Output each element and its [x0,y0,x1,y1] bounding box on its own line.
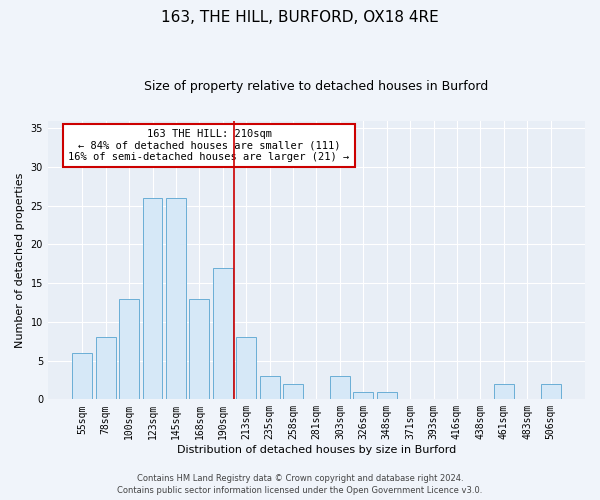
Bar [73,353,92,400]
Bar [353,392,373,400]
Bar [283,384,303,400]
Bar [96,338,116,400]
Bar [166,198,186,400]
Bar [541,384,560,400]
Bar [494,384,514,400]
Bar [260,376,280,400]
Y-axis label: Number of detached properties: Number of detached properties [15,172,25,348]
Bar [236,338,256,400]
Text: 163 THE HILL: 210sqm
← 84% of detached houses are smaller (111)
16% of semi-deta: 163 THE HILL: 210sqm ← 84% of detached h… [68,129,350,162]
Bar [119,298,139,400]
Bar [190,298,209,400]
Bar [213,268,233,400]
Bar [377,392,397,400]
Text: 163, THE HILL, BURFORD, OX18 4RE: 163, THE HILL, BURFORD, OX18 4RE [161,10,439,25]
X-axis label: Distribution of detached houses by size in Burford: Distribution of detached houses by size … [177,445,456,455]
Title: Size of property relative to detached houses in Burford: Size of property relative to detached ho… [145,80,488,93]
Text: Contains HM Land Registry data © Crown copyright and database right 2024.
Contai: Contains HM Land Registry data © Crown c… [118,474,482,495]
Bar [143,198,163,400]
Bar [330,376,350,400]
